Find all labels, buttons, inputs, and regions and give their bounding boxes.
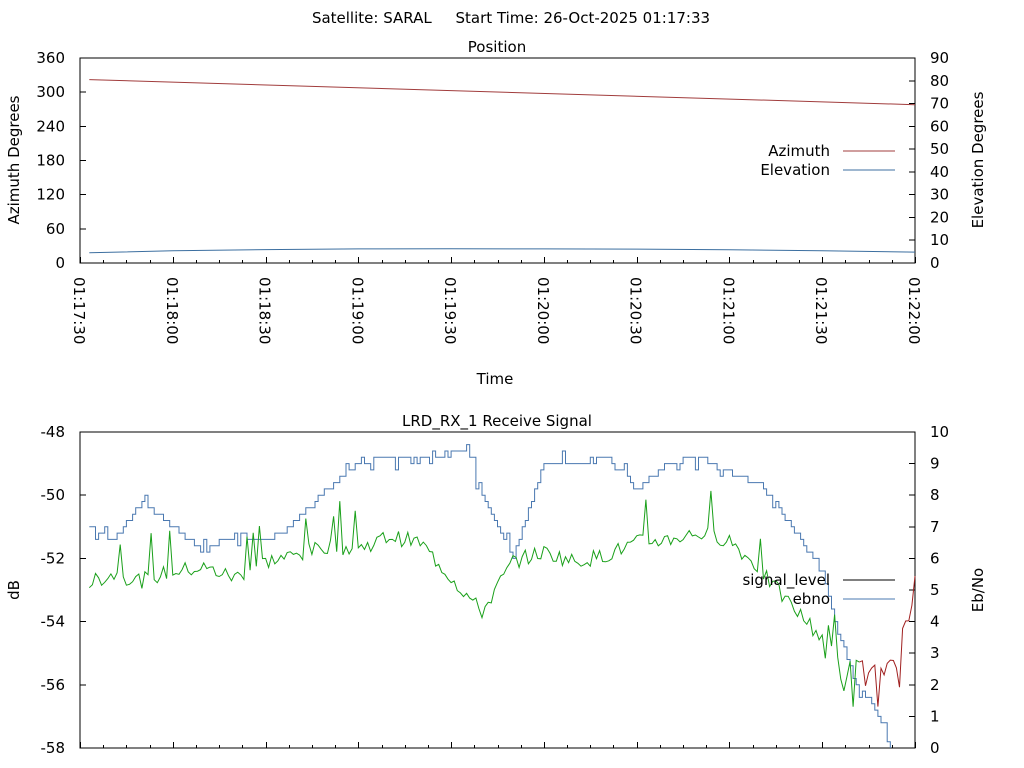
db-tick-label: -48 — [41, 423, 66, 441]
ebno-tick-label: 8 — [930, 486, 940, 504]
db-axis-tick-labels: -58 -56 -54 -52 -50 -48 — [41, 423, 66, 757]
legend-label-azimuth: Azimuth — [768, 142, 830, 160]
ebno-tick-label: 3 — [930, 644, 940, 662]
ebno-axis-label: Eb/No — [969, 568, 987, 612]
legend-label-signal-level: signal_level — [742, 571, 830, 590]
time-axis-tick-labels: 01:17:30 01:18:00 01:18:30 01:19:00 01:19:30… — [70, 277, 923, 344]
ebno-tick-label: 7 — [930, 518, 940, 536]
signal-plot-frame — [79, 431, 916, 749]
time-tick-label: 01:20:30 — [627, 277, 645, 344]
db-tick-label: -56 — [41, 676, 66, 694]
time-tick-label: 01:21:30 — [812, 277, 830, 344]
legend-label-elevation: Elevation — [760, 161, 830, 179]
ebno-tick-label: 4 — [930, 613, 940, 631]
elevation-axis-label: Elevation Degrees — [969, 91, 987, 228]
azimuth-tick-label: 60 — [46, 220, 65, 238]
legend-label-ebno: ebno — [793, 590, 830, 608]
ebno-tick-label: 1 — [930, 707, 940, 725]
signal-level-line-degraded — [859, 575, 916, 707]
db-tick-label: -52 — [41, 549, 66, 567]
ebno-tick-label: 5 — [930, 581, 940, 599]
signal-chart-title: LRD_RX_1 Receive Signal — [402, 412, 592, 431]
db-tick-label: -58 — [41, 739, 66, 757]
azimuth-axis-label: Azimuth Degrees — [5, 95, 23, 224]
db-axis-label: dB — [5, 580, 23, 600]
time-axis-label: Time — [476, 370, 514, 388]
ebno-line — [89, 444, 891, 748]
signal-legend: signal_level ebno — [742, 571, 895, 608]
ebno-tick-label: 9 — [930, 455, 940, 473]
ebno-tick-label: 6 — [930, 549, 940, 567]
azimuth-tick-label: 0 — [55, 254, 65, 272]
ebno-tick-label: 2 — [930, 676, 940, 694]
time-tick-label: 01:20:00 — [534, 277, 552, 344]
elevation-tick-label: 20 — [930, 208, 949, 226]
time-tick-label: 01:22:00 — [905, 277, 923, 344]
ebno-tick-label: 10 — [930, 423, 949, 441]
azimuth-tick-label: 300 — [36, 83, 65, 101]
position-series — [89, 79, 916, 254]
azimuth-tick-label: 120 — [36, 186, 65, 204]
time-tick-label: 01:17:30 — [70, 277, 88, 344]
ebno-axis-tick-labels: 0 1 2 3 4 5 6 7 8 9 10 — [930, 423, 949, 757]
db-tick-label: -50 — [41, 486, 66, 504]
time-tick-label: 01:18:00 — [163, 277, 181, 344]
ebno-tick-label: 0 — [930, 739, 940, 757]
azimuth-line — [89, 79, 916, 106]
elevation-tick-label: 70 — [930, 95, 949, 113]
time-tick-label: 01:19:30 — [441, 277, 459, 344]
position-axis-ticks — [80, 57, 916, 264]
elevation-tick-label: 80 — [930, 72, 949, 90]
db-tick-label: -54 — [41, 613, 66, 631]
azimuth-axis-tick-labels: 0 60 120 180 240 300 360 — [36, 49, 65, 272]
figure-title: Satellite: SARAL Start Time: 26-Oct-2025… — [312, 9, 710, 27]
time-tick-label: 01:19:00 — [348, 277, 366, 344]
position-chart: Position 0 60 120 180 240 300 360 0 10 20 30 40 50 6… — [5, 38, 987, 388]
position-chart-title: Position — [468, 38, 526, 56]
elevation-axis-tick-labels: 0 10 20 30 40 50 60 70 80 90 — [930, 49, 949, 272]
azimuth-tick-label: 240 — [36, 117, 65, 135]
azimuth-tick-label: 360 — [36, 49, 65, 67]
signal-level-line-good — [88, 490, 860, 707]
elevation-tick-label: 90 — [930, 49, 949, 67]
signal-chart: LRD_RX_1 Receive Signal -58-56-54-52-50-… — [5, 412, 987, 757]
elevation-tick-label: 40 — [930, 163, 949, 181]
signal-axis-ticks — [80, 431, 916, 749]
elevation-tick-label: 0 — [930, 254, 940, 272]
elevation-line — [89, 248, 916, 254]
elevation-tick-label: 30 — [930, 186, 949, 204]
time-tick-label: 01:21:00 — [719, 277, 737, 344]
elevation-tick-label: 50 — [930, 140, 949, 158]
signal-series — [88, 444, 916, 748]
elevation-tick-label: 10 — [930, 231, 949, 249]
elevation-tick-label: 60 — [930, 117, 949, 135]
azimuth-tick-label: 180 — [36, 152, 65, 170]
time-tick-label: 01:18:30 — [256, 277, 274, 344]
position-legend: Azimuth Elevation — [760, 142, 895, 179]
